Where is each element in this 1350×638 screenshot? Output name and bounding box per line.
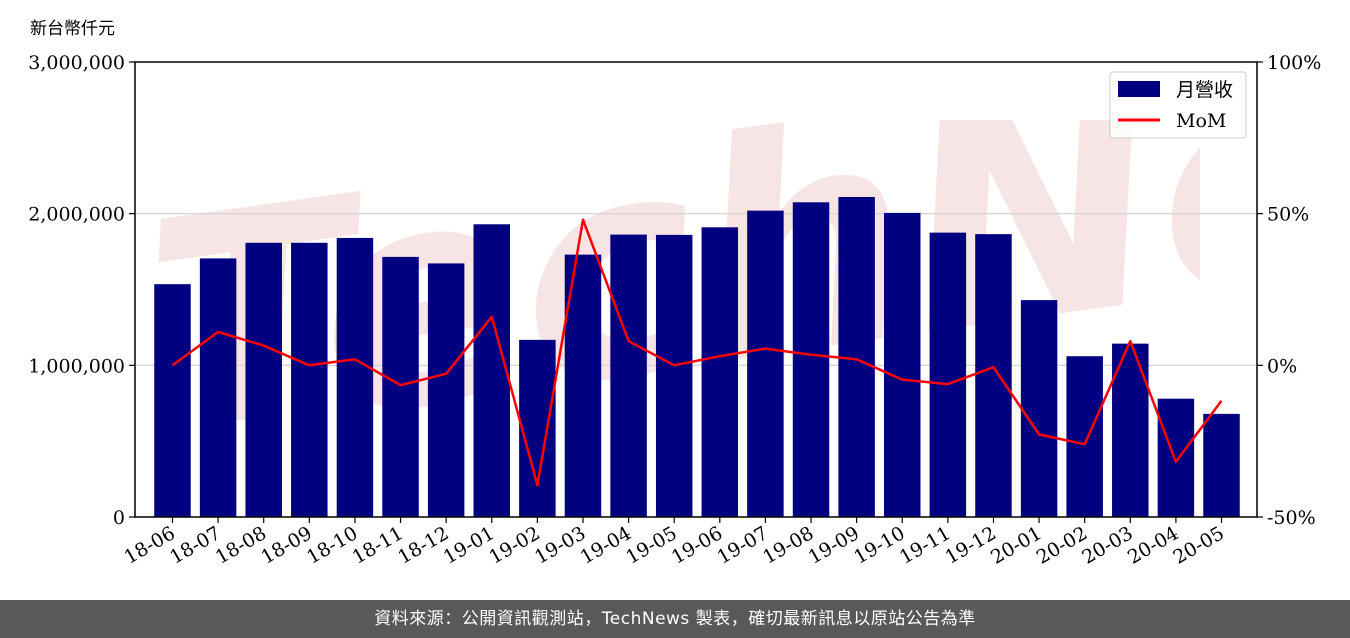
- bar-19-04: [610, 234, 647, 517]
- bar-19-10: [884, 212, 921, 518]
- x-tick-label: 18-06: [121, 522, 179, 568]
- x-tick-label: 18-11: [349, 522, 407, 568]
- x-tick-label: 20-05: [1170, 522, 1228, 568]
- bar-20-05: [1203, 413, 1240, 517]
- x-tick-label: 19-09: [805, 522, 863, 568]
- right-tick-label: 0%: [1267, 355, 1297, 377]
- legend-label-revenue: 月營收: [1176, 79, 1233, 101]
- x-tick-label: 19-05: [622, 522, 680, 568]
- bar-20-04: [1157, 398, 1195, 517]
- x-tick-label: 20-03: [1078, 522, 1136, 568]
- x-tick-label: 19-08: [759, 522, 817, 568]
- x-tick-label: 19-03: [531, 522, 589, 568]
- x-tick-label: 18-08: [212, 522, 270, 568]
- bar-20-01: [1020, 300, 1058, 517]
- x-tick-label: 18-09: [257, 522, 315, 568]
- bar-19-12: [975, 234, 1012, 517]
- x-tick-label: 20-01: [987, 522, 1045, 568]
- bar-18-06: [154, 284, 191, 517]
- y-axis-unit-label: 新台幣仟元: [30, 19, 115, 39]
- bar-18-11: [382, 256, 419, 517]
- x-tick-label: 20-04: [1124, 522, 1182, 568]
- left-tick-label: 1,000,000: [28, 355, 125, 377]
- left-tick-label: 2,000,000: [28, 204, 125, 226]
- left-tick-label: 3,000,000: [28, 52, 125, 74]
- left-tick-label: 0: [113, 507, 125, 529]
- x-tick-label: 18-10: [303, 522, 361, 568]
- chart-container: TechNews 01,000,0002,000,0003,000,000-50…: [28, 19, 1321, 569]
- bar-19-03: [564, 254, 602, 517]
- x-tick-label: 19-10: [850, 522, 908, 568]
- x-tick-label: 18-07: [166, 522, 224, 568]
- source-footer: 資料來源：公開資訊觀測站，TechNews 製表，確切最新訊息以原站公告為準: [0, 600, 1350, 638]
- bar-18-10: [336, 237, 374, 517]
- x-tick-label: 19-11: [896, 522, 954, 568]
- bar-20-02: [1066, 356, 1103, 517]
- right-tick-label: -50%: [1267, 507, 1316, 529]
- bar-19-08: [792, 202, 830, 517]
- bar-18-09: [291, 242, 328, 517]
- x-tick-label: 19-06: [668, 522, 726, 568]
- x-tick-label: 19-04: [577, 522, 635, 568]
- x-tick-label: 19-07: [713, 522, 771, 568]
- mom-line: [171, 218, 1223, 487]
- bar-19-11: [929, 232, 967, 517]
- legend-swatch-revenue: [1118, 81, 1160, 97]
- bar-19-05: [655, 234, 693, 517]
- right-tick-label: 100%: [1267, 52, 1321, 74]
- bar-19-06: [701, 227, 739, 518]
- right-tick-label: 50%: [1267, 204, 1309, 226]
- legend-label-mom: MoM: [1176, 110, 1226, 132]
- bar-18-08: [245, 242, 282, 517]
- bar-18-12: [427, 263, 465, 517]
- x-tick-label: 19-02: [485, 522, 543, 568]
- plot-frame: [134, 61, 1258, 518]
- x-tick-label: 20-02: [1033, 522, 1091, 568]
- bar-line-chart: 0 1,000,000 2,000,000 3,000,000 -50% 0% 50% 100…: [28, 52, 1321, 569]
- x-tick-label: 18-12: [394, 522, 452, 568]
- x-tick-label: 19-01: [440, 522, 498, 568]
- bar-18-07: [199, 258, 237, 517]
- bar-19-07: [747, 210, 784, 517]
- x-tick-label: 19-12: [942, 522, 1000, 568]
- bar-19-01: [473, 224, 510, 518]
- bar-19-02: [519, 339, 556, 517]
